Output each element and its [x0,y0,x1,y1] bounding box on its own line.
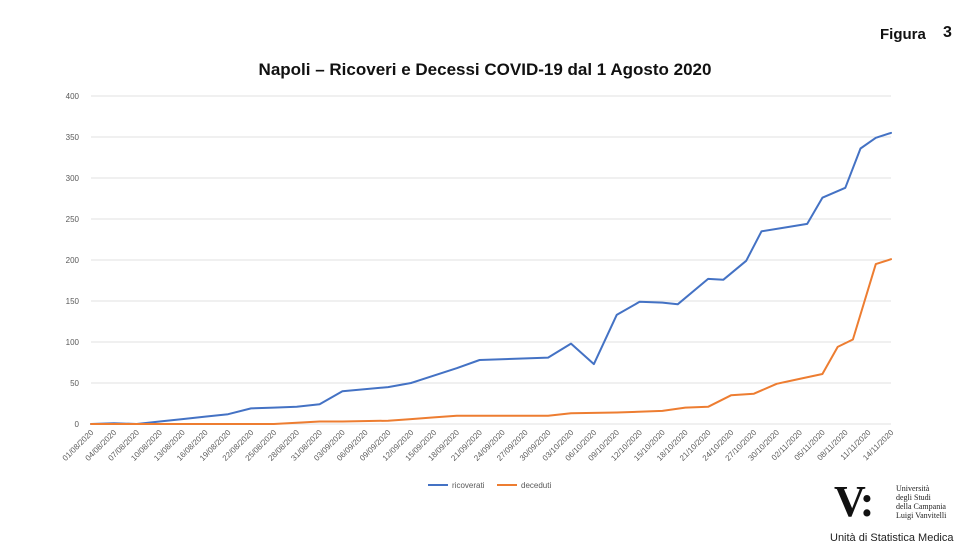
gridlines [91,95,891,425]
y-tick-label: 200 [66,256,80,265]
figure-label: Figura [880,26,926,43]
y-tick-label: 100 [66,338,80,347]
figure-number: 3 [943,24,952,41]
legend-label-deceduti: deceduti [521,481,551,490]
series-lines [90,131,892,425]
logo-institution-text: Università degli Studi della Campania Lu… [896,484,947,520]
x-axis-ticks: 01/08/202004/08/202007/08/202010/08/2020… [61,428,896,463]
logo-mark: V: [834,477,874,526]
y-tick-label: 50 [70,379,79,388]
chart-title: Napoli – Ricoveri e Decessi COVID-19 dal… [258,60,712,79]
y-tick-label: 300 [66,174,80,183]
logo-caption: Unità di Statistica Medica [830,532,954,544]
series-line-deceduti [90,258,892,425]
university-logo: V: Università degli Studi della Campania… [830,476,964,550]
legend-label-ricoverati: ricoverati [452,481,485,490]
y-tick-label: 400 [66,92,80,101]
y-tick-label: 150 [66,297,80,306]
y-axis-ticks: 0 50 100 150 200 250 300 350 400 [66,92,80,429]
y-tick-label: 250 [66,215,80,224]
y-tick-label: 0 [75,420,80,429]
legend: ricoverati deceduti [428,481,551,490]
series-line-ricoverati [90,131,892,425]
y-tick-label: 350 [66,133,80,142]
